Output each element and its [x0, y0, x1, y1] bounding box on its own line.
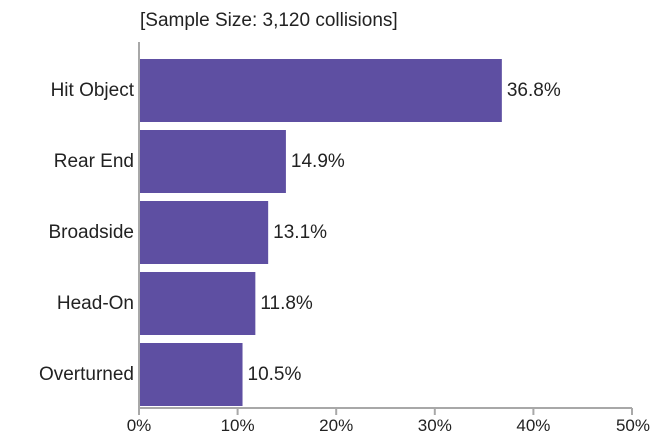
- category-label: Hit Object: [51, 80, 135, 101]
- x-tick-label: 30%: [418, 416, 452, 435]
- value-label: 13.1%: [273, 222, 327, 243]
- bar: [139, 130, 286, 193]
- bar: [139, 59, 502, 122]
- x-axis: 0% 10% 20% 30% 40% 50%: [127, 42, 650, 435]
- x-tick-label: 50%: [616, 416, 650, 435]
- value-label: 36.8%: [507, 80, 561, 101]
- category-label: Rear End: [54, 151, 134, 172]
- x-tick-label: 10%: [221, 416, 255, 435]
- x-tick-label: 0%: [127, 416, 152, 435]
- category-label: Broadside: [48, 222, 134, 243]
- bar: [139, 272, 256, 335]
- category-label: Head-On: [57, 293, 134, 314]
- x-tick-label: 20%: [319, 416, 353, 435]
- bar: [139, 201, 269, 264]
- labels-group: Hit Object 36.8% Rear End 14.9% Broadside 13.…: [39, 80, 561, 385]
- chart-subtitle: [Sample Size: 3,120 collisions]: [140, 10, 398, 31]
- category-label: Overturned: [39, 364, 134, 385]
- value-label: 10.5%: [248, 364, 302, 385]
- value-label: 14.9%: [291, 151, 345, 172]
- x-tick-label: 40%: [516, 416, 550, 435]
- bar: [139, 343, 243, 406]
- value-label: 11.8%: [260, 293, 313, 314]
- bars-group: [139, 59, 502, 406]
